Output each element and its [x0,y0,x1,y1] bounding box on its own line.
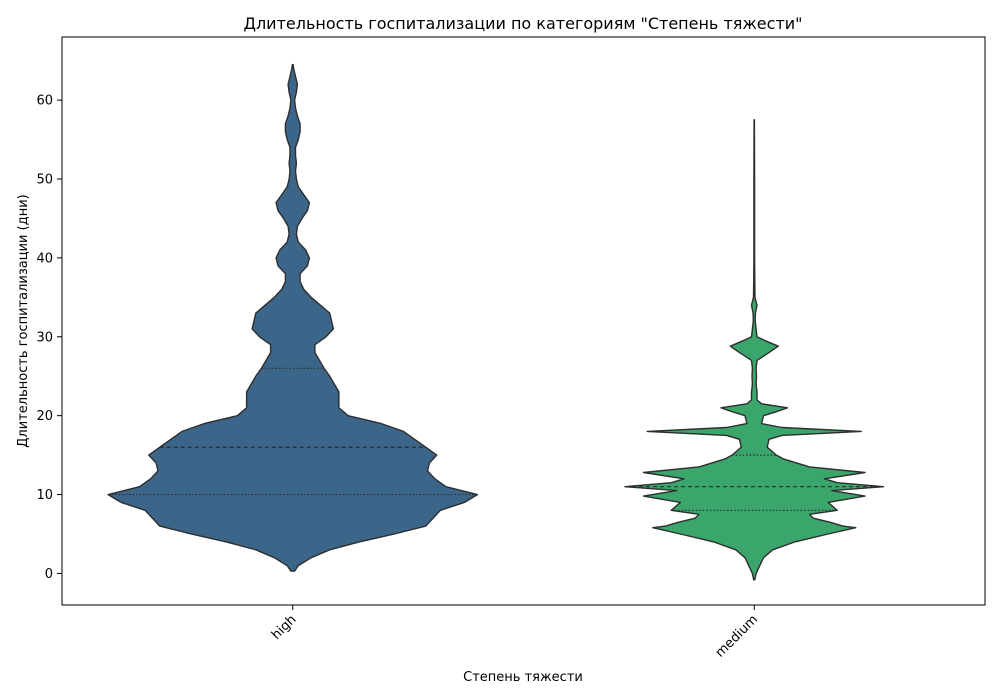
plot-area [61,36,986,606]
y-tick-label: 20 [36,409,53,424]
x-axis: high medium [269,605,761,661]
y-tick-label: 40 [36,251,53,266]
chart-title: Длительность госпитализации по категория… [243,14,802,33]
violin-medium [624,119,885,581]
y-axis: 0 10 20 30 40 50 60 [36,94,62,582]
x-tick-label-medium: medium [713,612,761,660]
y-axis-label: Длительность госпитализации (дни) [16,194,31,447]
y-tick-label: 50 [36,173,53,188]
y-tick-label: 60 [36,94,53,109]
violin-high [107,63,479,572]
y-tick-label: 0 [45,567,53,582]
x-tick-label-high: high [269,612,300,643]
violins [107,63,885,581]
y-tick-label: 10 [36,488,53,503]
y-tick-label: 30 [36,330,53,345]
x-axis-label: Степень тяжести [463,670,583,685]
